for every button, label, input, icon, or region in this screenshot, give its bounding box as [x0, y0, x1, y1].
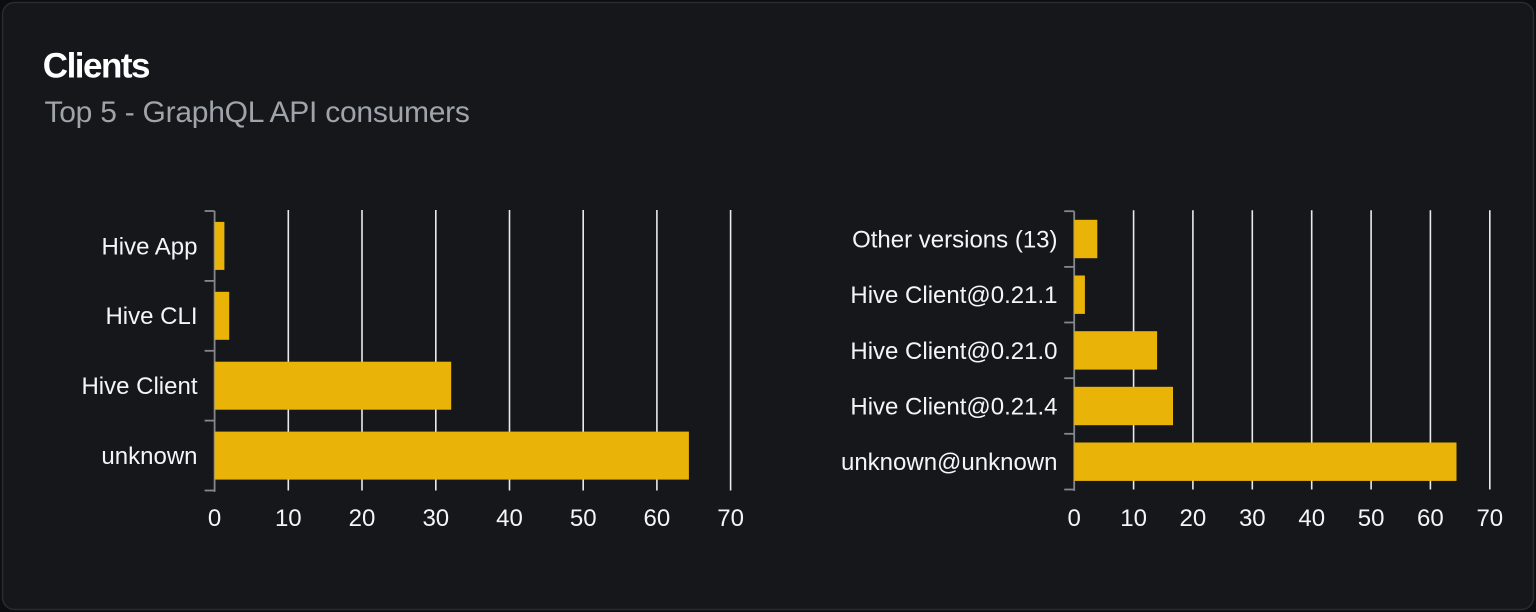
svg-text:0: 0	[208, 505, 221, 532]
svg-text:0: 0	[1068, 505, 1081, 532]
svg-text:Hive Client@0.21.4: Hive Client@0.21.4	[850, 393, 1057, 420]
svg-text:unknown: unknown	[101, 443, 197, 470]
svg-text:Hive Client@0.21.0: Hive Client@0.21.0	[850, 338, 1057, 365]
svg-text:Other versions (13): Other versions (13)	[852, 226, 1057, 253]
svg-text:30: 30	[1239, 505, 1266, 532]
svg-text:20: 20	[349, 505, 376, 532]
svg-text:Hive Client@0.21.1: Hive Client@0.21.1	[850, 282, 1057, 309]
svg-text:Clients: Clients	[43, 47, 150, 86]
svg-text:50: 50	[1358, 505, 1385, 532]
svg-text:Hive CLI: Hive CLI	[105, 303, 197, 330]
svg-text:70: 70	[717, 505, 744, 532]
svg-text:60: 60	[644, 505, 671, 532]
svg-text:50: 50	[570, 505, 597, 532]
svg-text:10: 10	[1120, 505, 1147, 532]
svg-text:Top 5 - GraphQL API consumers: Top 5 - GraphQL API consumers	[45, 96, 470, 129]
svg-text:10: 10	[275, 505, 302, 532]
svg-text:40: 40	[1298, 505, 1325, 532]
svg-text:Hive App: Hive App	[101, 233, 197, 260]
svg-text:20: 20	[1180, 505, 1207, 532]
svg-text:70: 70	[1476, 505, 1503, 532]
svg-text:30: 30	[422, 505, 449, 532]
svg-text:40: 40	[496, 505, 523, 532]
svg-text:unknown@unknown: unknown@unknown	[841, 449, 1058, 476]
svg-text:Hive Client: Hive Client	[81, 373, 197, 400]
svg-text:60: 60	[1417, 505, 1444, 532]
